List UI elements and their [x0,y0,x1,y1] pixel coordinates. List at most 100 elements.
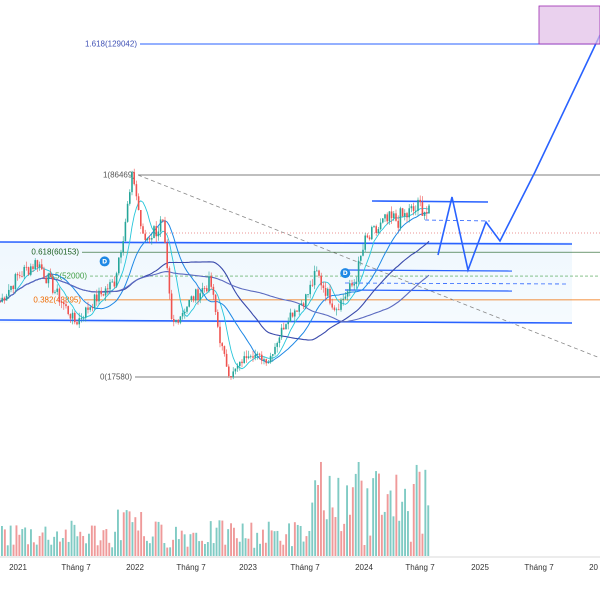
volume-bar [421,533,424,556]
candle-body [25,266,28,268]
volume-bar [163,543,166,556]
x-axis: 2021 Tháng 7 2022 Tháng 7 2023 Tháng 7 2024 Thá… [9,563,598,572]
candle-body [390,211,393,219]
candle-body [265,359,267,364]
candle-body [322,285,325,288]
candle-body [397,220,399,228]
volume-bar [186,546,189,556]
candle-body [388,211,391,222]
volume-bar [401,501,404,556]
volume-bar [61,538,64,556]
volume-bar [291,546,293,556]
volume-bar [143,536,145,556]
forecast-projection [437,34,600,273]
candle-body [291,312,294,317]
candle-body [137,196,140,211]
volume-bar [227,529,230,556]
candle-body [102,294,105,296]
moving-average-3 [0,271,430,323]
candle-body [355,281,358,285]
volume-bar [369,535,372,556]
volume-bar [47,539,50,556]
volume-bar [79,531,82,556]
volume-bar [32,542,35,556]
candle-body [131,172,133,193]
candle-body [151,238,153,240]
volume-bar [328,475,331,556]
candle-body [263,359,265,361]
candle-body [38,264,41,268]
volume-bar [30,529,32,556]
candle-body [184,311,186,314]
candle-body [133,172,135,185]
candle-body [285,324,287,330]
candle-body [159,219,162,232]
candle-body [49,273,52,277]
volume-bar [235,538,238,556]
candle-body [379,222,382,230]
candle-body [364,235,366,250]
x-tick-label: 2025 [471,563,489,572]
candle-body [63,302,65,305]
volume-bar [349,514,351,556]
x-tick-label: 2021 [9,563,27,572]
volume-bar [76,536,79,556]
volume-bar [160,524,163,556]
volume-bar [360,480,363,556]
candle-body [225,353,228,367]
volume-bar [392,516,395,556]
volume-bar [221,520,224,556]
volume-bar [102,530,105,556]
volume-bar [308,530,311,556]
candle-body [250,356,252,358]
price-candles [0,168,430,380]
candle-body [426,212,428,214]
x-tick-label: Tháng 7 [61,563,91,572]
volume-bar [53,536,56,556]
candle-body [340,299,342,310]
volume-bar [93,525,96,556]
moving-average-1 [0,212,430,363]
volume-bar [314,480,317,556]
candle-body [421,202,424,216]
candle-body [195,289,197,301]
volume-bar [427,505,430,556]
candle-body [419,199,421,203]
candle-body [252,356,254,358]
candle-body [115,273,118,287]
candle-body [56,288,58,292]
candle-body [318,270,320,276]
volume-bar [302,541,305,556]
candle-body [186,306,188,312]
resistance-line [0,241,573,245]
candle-body [360,255,362,261]
dividend-badge-0[interactable] [99,256,110,267]
candle-body [54,291,56,293]
volume-bar [131,522,134,556]
volume-bar [351,487,354,556]
volume-bar [24,527,27,556]
volume-bar [166,547,169,556]
candle-body [3,297,6,301]
candle-body [192,296,195,301]
candle-body [346,291,349,297]
candle-body [298,304,300,312]
candle-body [170,293,173,320]
candle-body [52,276,54,293]
dividend-badge-1[interactable] [340,268,351,279]
candle-body [342,298,344,300]
candle-body [349,283,351,292]
candle-body [393,213,395,219]
volume-bar [169,547,172,556]
volume-bar [151,536,154,556]
candle-body [14,274,17,290]
candle-body [401,208,404,217]
candle-body [382,218,384,223]
candle-body [412,206,415,211]
candle-body [146,238,149,240]
volume-bar [157,521,160,556]
candle-body [0,301,1,303]
volume-bar [201,540,203,556]
volume-bar [82,535,85,556]
